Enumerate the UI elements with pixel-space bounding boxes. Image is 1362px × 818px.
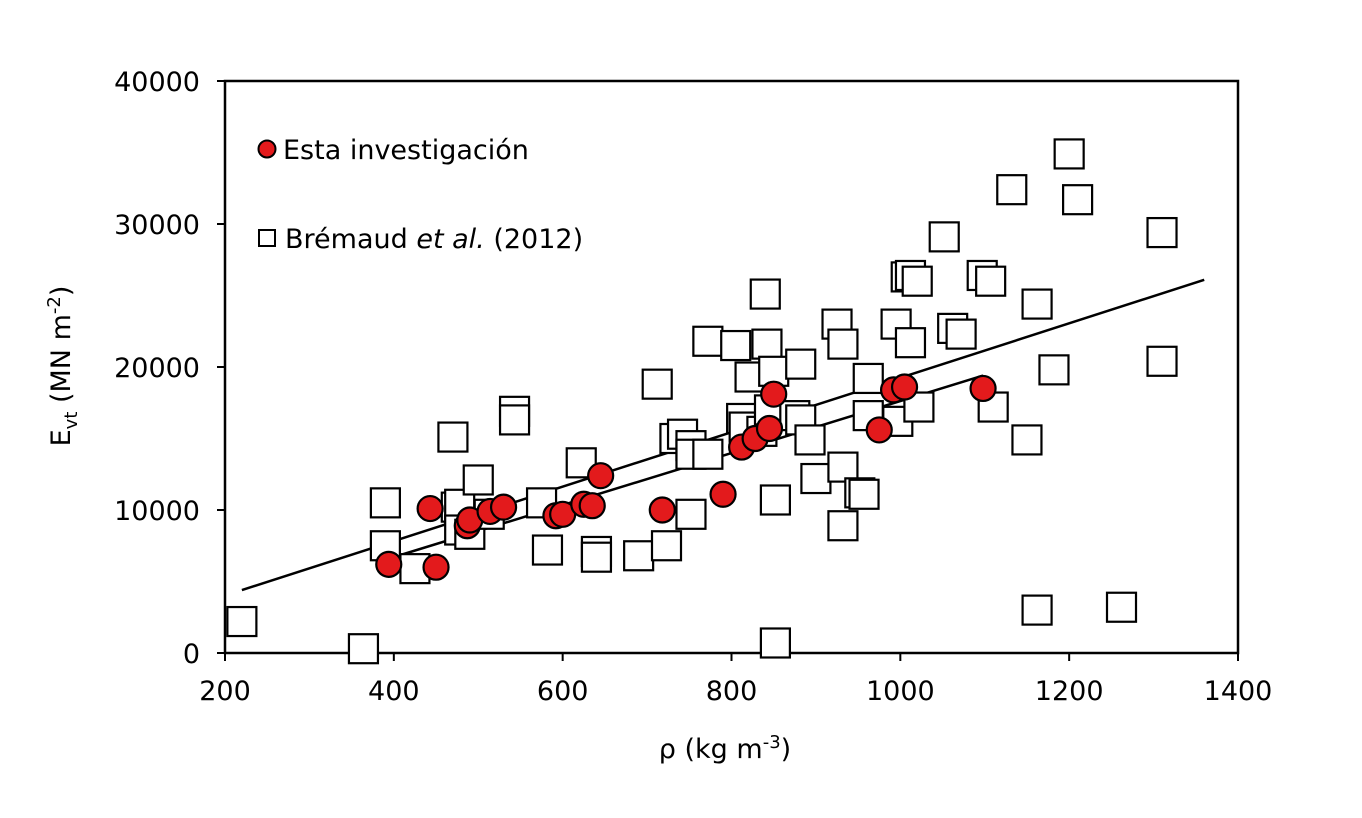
x-axis-label: ρ (kg m-3) [659,732,791,765]
esta-investigacion-point [865,416,893,444]
bremaud-point [1146,345,1178,377]
bremaud-point [1021,594,1053,626]
bremaud-point [498,404,531,436]
bremaud-point [901,265,933,297]
bremaud-point [827,451,859,483]
esta-investigacion-point [587,462,615,490]
legend-marker-square [258,229,276,247]
x-tick-label: 400 [368,676,420,707]
bremaud-point [531,534,564,566]
bremaud-point [894,327,927,359]
bremaud-point [437,421,469,453]
bremaud-point [996,174,1028,206]
bremaud-point [1038,354,1070,386]
x-tick-label: 200 [199,676,251,707]
x-axis-ticks: 200 400 600 800 1000 1200 1400 [199,653,1272,707]
bremaud-point [1105,591,1138,623]
bremaud-point [623,540,655,572]
bremaud-point [369,487,401,519]
bremaud-point [1146,216,1178,249]
bremaud-point [785,348,817,380]
x-tick-label: 600 [537,676,589,707]
series-esta-investigacion-points [375,373,997,581]
bremaud-point [848,478,880,510]
bremaud-point [975,265,1007,297]
legend-label-esta-investigacion: Esta investigación [283,135,529,166]
x-tick-label: 1200 [1035,676,1104,707]
esta-investigacion-point [760,380,788,408]
series-bremaud-points [226,138,1178,665]
esta-investigacion-point [648,496,676,524]
bremaud-point [580,541,613,573]
esta-investigacion-point [422,553,450,581]
x-tick-label: 800 [706,676,758,707]
y-tick-label: 0 [183,639,200,670]
bremaud-point [852,362,884,395]
y-axis-label: Evt (MN m-2) [44,286,82,447]
y-tick-label: 40000 [114,67,200,98]
bremaud-point [794,424,826,456]
bremaud-point [1062,184,1094,216]
legend-marker-circle [257,139,277,159]
bremaud-point [827,328,859,360]
bremaud-point [692,325,724,357]
bremaud-point [641,368,673,400]
legend: Esta investigación Brémaud et al. (2012) [257,135,583,255]
bremaud-point [945,318,977,350]
bremaud-point [692,438,724,470]
y-tick-label: 10000 [114,496,200,527]
bremaud-point [751,328,783,360]
esta-investigacion-point [416,494,444,523]
bremaud-point [759,484,791,516]
y-tick-label: 30000 [114,210,200,241]
bremaud-point [1053,138,1085,170]
y-tick-label: 20000 [114,353,200,384]
bremaud-point [675,498,707,530]
bremaud-point [226,605,258,638]
x-tick-label: 1400 [1204,676,1273,707]
bremaud-point [462,464,494,496]
y-axis-ticks: 0 10000 20000 30000 40000 [114,67,225,670]
bremaud-point [720,329,752,362]
bremaud-point [827,510,859,542]
bremaud-point [800,462,832,495]
esta-investigacion-point [890,373,919,401]
esta-investigacion-point [578,492,606,520]
esta-investigacion-point [755,414,784,443]
esta-investigacion-point [709,480,737,508]
esta-investigacion-point [375,550,403,578]
bremaud-point [759,627,791,659]
x-tick-label: 1000 [866,676,935,707]
trendline-bremaud [241,278,1205,592]
bremaud-point [928,221,960,253]
bremaud-point [650,530,683,562]
bremaud-point [1021,288,1053,320]
esta-investigacion-point [489,493,518,521]
legend-label-bremaud: Brémaud et al. (2012) [285,224,583,255]
bremaud-point [1011,424,1043,456]
esta-investigacion-point [969,374,997,403]
bremaud-point [749,278,781,310]
bremaud-point [347,633,380,665]
